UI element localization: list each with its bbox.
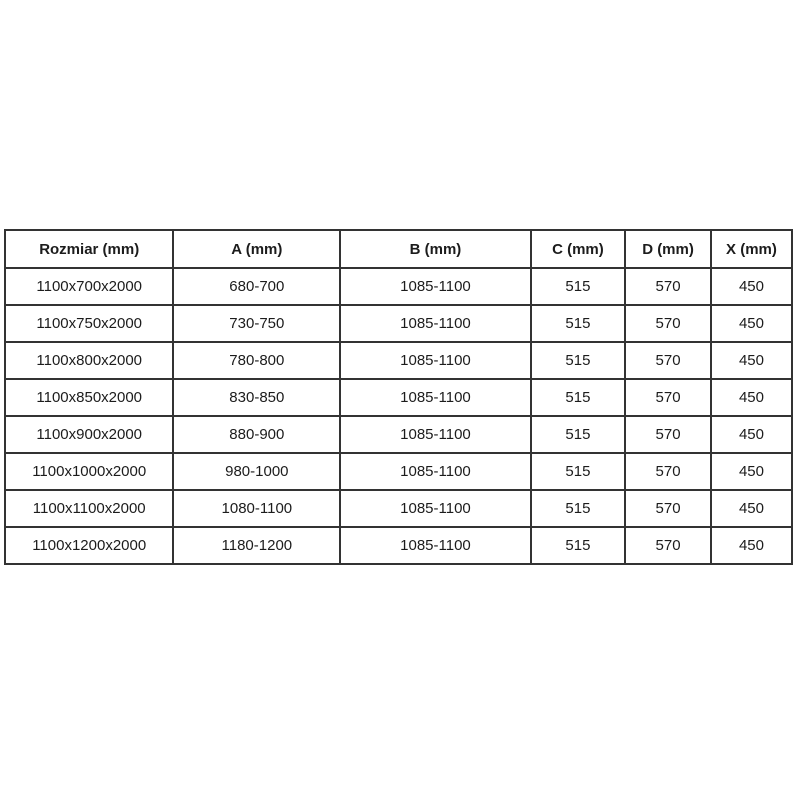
table-cell: 1085-1100 [339,304,532,343]
table-cell: 450 [709,415,794,454]
table-cell: 1085-1100 [339,526,532,565]
table-cell: 1100x1100x2000 [3,489,175,528]
table-cell: 1100x800x2000 [3,341,175,380]
table-cell: 730-750 [172,304,342,343]
table-cell: 1100x1000x2000 [3,452,175,491]
table-cell: 570 [624,304,712,343]
table-cell: 570 [624,526,712,565]
header-cell-col-5: X (mm) [709,229,794,269]
table-cell: 1085-1100 [339,378,532,417]
table-cell: 450 [709,341,794,380]
table-cell: 1085-1100 [339,415,532,454]
table-row: 1100x800x2000 780-800 1085-1100 515 570 450 [3,341,794,380]
table-cell: 570 [624,452,712,491]
table-cell: 780-800 [172,341,342,380]
table-cell: 1085-1100 [339,452,532,491]
table-cell: 1100x1200x2000 [3,526,175,565]
table-cell: 1085-1100 [339,341,532,380]
table-cell: 450 [709,452,794,491]
table-cell: 515 [529,489,627,528]
table-cell: 450 [709,267,794,306]
table-row: 1100x1000x2000 980-1000 1085-1100 515 570 450 [3,452,794,491]
table-row: 1100x1100x2000 1080-1100 1085-1100 515 570 45… [3,489,794,528]
table-row: 1100x900x2000 880-900 1085-1100 515 570 450 [3,415,794,454]
table-cell: 980-1000 [172,452,342,491]
table-cell: 450 [709,526,794,565]
table-cell: 830-850 [172,378,342,417]
table-cell: 570 [624,341,712,380]
table-cell: 1100x750x2000 [3,304,175,343]
table-cell: 570 [624,415,712,454]
table-cell: 515 [529,304,627,343]
table-cell: 570 [624,489,712,528]
table-cell: 1100x850x2000 [3,378,175,417]
header-cell-col-3: C (mm) [529,229,627,269]
table-cell: 680-700 [172,267,342,306]
header-cell-col-2: B (mm) [339,229,532,269]
table-cell: 1100x700x2000 [3,267,175,306]
header-cell-col-0: Rozmiar (mm) [3,229,175,269]
table-cell: 450 [709,489,794,528]
table-cell: 1085-1100 [339,489,532,528]
table-row: 1100x1200x2000 1180-1200 1085-1100 515 570 45… [3,526,794,565]
table-cell: 450 [709,378,794,417]
header-cell-col-1: A (mm) [172,229,342,269]
table-cell: 515 [529,452,627,491]
table-row: 1100x750x2000 730-750 1085-1100 515 570 450 [3,304,794,343]
table-cell: 1180-1200 [172,526,342,565]
table-row: 1100x850x2000 830-850 1085-1100 515 570 450 [3,378,794,417]
table-row: 1100x700x2000 680-700 1085-1100 515 570 450 [3,267,794,306]
table-cell: 1085-1100 [339,267,532,306]
table-header-row: Rozmiar (mm) A (mm) B (mm) C (mm) D (mm) X (m… [3,229,794,269]
table-cell: 515 [529,267,627,306]
table-cell: 1080-1100 [172,489,342,528]
table-cell: 880-900 [172,415,342,454]
table-cell: 515 [529,415,627,454]
table-cell: 515 [529,341,627,380]
table-cell: 515 [529,378,627,417]
size-spec-table: Rozmiar (mm) A (mm) B (mm) C (mm) D (mm) X (m… [3,229,794,565]
table-cell: 450 [709,304,794,343]
table-cell: 570 [624,378,712,417]
table-cell: 1100x900x2000 [3,415,175,454]
table-cell: 515 [529,526,627,565]
header-cell-col-4: D (mm) [624,229,712,269]
table-cell: 570 [624,267,712,306]
